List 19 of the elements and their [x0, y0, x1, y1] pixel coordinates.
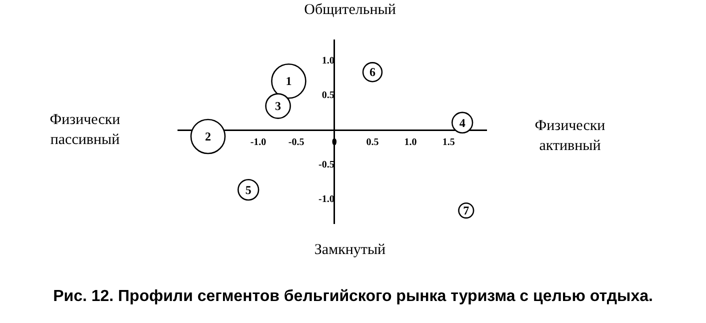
annotation: 6 [369, 65, 376, 80]
x-tick-label: 1.5 [442, 136, 455, 148]
y-tick-label: -0.5 [318, 159, 334, 170]
annotation: 4 [459, 116, 466, 130]
x-tick-label: 0.5 [366, 136, 379, 148]
x-tick-label: -1.0 [250, 136, 266, 148]
x-tick-label: -0.5 [288, 136, 304, 148]
annotation: 7 [463, 204, 470, 218]
text: Физически активный [534, 117, 606, 156]
annotation: 1 [286, 74, 292, 88]
x-tick-label: 1.0 [404, 136, 417, 148]
text: Замкнутый [313, 241, 387, 260]
annotation: 5 [245, 182, 252, 197]
text: Физически пассивный [48, 111, 122, 150]
annotation: 3 [275, 99, 282, 114]
text: Рис. 12. Профили сегментов бельгийского рынка туризма с целью отдыха. [52, 288, 654, 306]
text: Общительный [303, 1, 397, 20]
annotation: 2 [205, 130, 211, 144]
y-tick-label: 0.5 [322, 90, 334, 102]
